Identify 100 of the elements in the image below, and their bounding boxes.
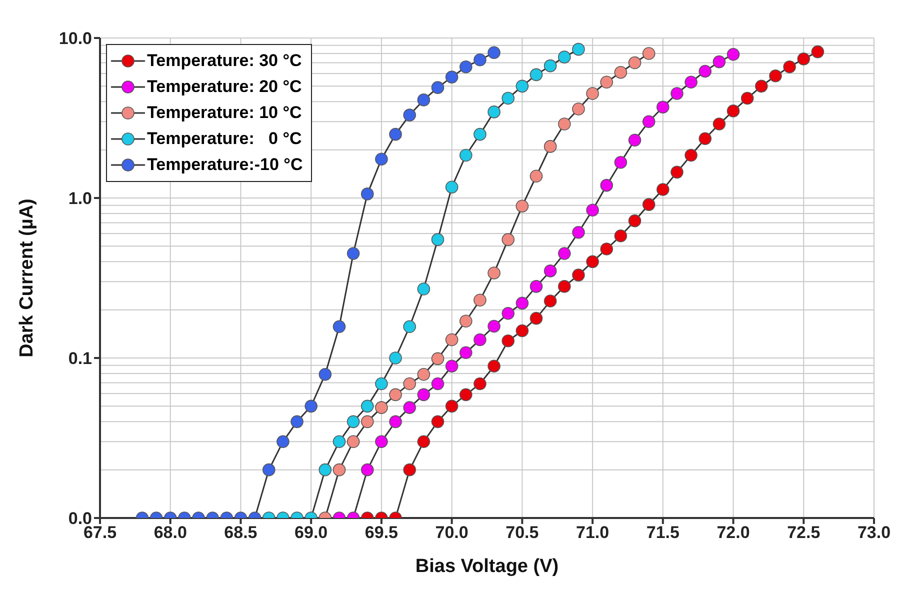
point bbox=[558, 280, 571, 293]
point bbox=[389, 415, 402, 428]
point bbox=[656, 183, 670, 196]
point bbox=[726, 48, 740, 61]
x-axis-title: Bias Voltage (V) bbox=[415, 556, 559, 577]
x-tick-label: 68.0 bbox=[154, 523, 187, 542]
legend-label: Temperature: 10 °C bbox=[147, 103, 302, 123]
point bbox=[375, 401, 388, 414]
point bbox=[389, 128, 402, 141]
point bbox=[698, 132, 712, 146]
point bbox=[375, 435, 388, 448]
point bbox=[474, 294, 486, 307]
point bbox=[684, 148, 698, 162]
point bbox=[360, 400, 374, 413]
point bbox=[403, 320, 416, 334]
point bbox=[417, 435, 430, 448]
point bbox=[586, 87, 599, 100]
x-tick-label: 70.0 bbox=[435, 523, 468, 542]
point bbox=[642, 47, 656, 60]
point bbox=[276, 435, 290, 448]
x-tick-label: 72.5 bbox=[787, 523, 820, 542]
point bbox=[572, 268, 585, 282]
point bbox=[431, 377, 444, 390]
point bbox=[502, 233, 515, 246]
point bbox=[502, 307, 515, 320]
point bbox=[403, 463, 416, 476]
point bbox=[600, 242, 614, 256]
point bbox=[740, 92, 754, 105]
point bbox=[304, 400, 318, 413]
x-tick-label: 71.0 bbox=[576, 523, 610, 542]
point bbox=[459, 346, 472, 360]
point bbox=[459, 148, 472, 162]
point bbox=[628, 134, 642, 147]
point bbox=[642, 115, 656, 128]
y-axis-title: Dark Current (µA) bbox=[16, 198, 38, 358]
point bbox=[360, 188, 374, 200]
point bbox=[502, 92, 515, 105]
point bbox=[755, 80, 768, 93]
point bbox=[488, 46, 500, 60]
point bbox=[783, 60, 796, 74]
point bbox=[488, 360, 500, 372]
point bbox=[530, 312, 543, 325]
point bbox=[586, 255, 599, 268]
point bbox=[375, 377, 388, 390]
point bbox=[712, 55, 726, 68]
point bbox=[431, 415, 444, 428]
legend-label: Temperature:-10 °C bbox=[147, 155, 303, 175]
point bbox=[474, 53, 486, 66]
point bbox=[332, 435, 346, 448]
point bbox=[572, 226, 585, 239]
legend-label: Temperature: 30 °C bbox=[147, 51, 302, 71]
point bbox=[318, 463, 332, 476]
point bbox=[628, 214, 642, 228]
point bbox=[586, 204, 599, 217]
point bbox=[445, 70, 458, 84]
point bbox=[530, 68, 543, 82]
point bbox=[516, 296, 529, 310]
point bbox=[516, 324, 529, 338]
point bbox=[572, 102, 585, 116]
point bbox=[670, 87, 684, 100]
x-tick-label: 70.5 bbox=[506, 523, 539, 542]
point bbox=[346, 435, 360, 448]
point bbox=[474, 377, 486, 390]
point bbox=[558, 50, 571, 64]
point bbox=[488, 320, 500, 333]
point bbox=[516, 200, 529, 212]
point bbox=[417, 368, 430, 381]
y-tick-label: 1.0 bbox=[68, 189, 92, 208]
point bbox=[544, 140, 557, 153]
y-tick-label: 10.0 bbox=[58, 29, 92, 48]
point bbox=[459, 388, 472, 402]
point bbox=[389, 388, 402, 402]
point bbox=[403, 377, 416, 390]
point bbox=[516, 80, 529, 93]
point bbox=[459, 60, 472, 74]
point bbox=[346, 415, 360, 428]
point bbox=[360, 463, 374, 476]
point bbox=[474, 128, 486, 141]
point bbox=[332, 320, 346, 334]
point bbox=[572, 42, 585, 56]
point bbox=[544, 59, 557, 72]
y-tick-label: 0.1 bbox=[68, 349, 92, 368]
point bbox=[488, 106, 500, 118]
point bbox=[698, 64, 712, 78]
point bbox=[530, 280, 543, 293]
point bbox=[459, 314, 472, 328]
point bbox=[431, 233, 444, 246]
point bbox=[600, 76, 614, 89]
point bbox=[769, 69, 782, 82]
point bbox=[445, 360, 458, 372]
point bbox=[656, 100, 670, 114]
point bbox=[642, 198, 656, 211]
point bbox=[403, 108, 416, 122]
point bbox=[360, 415, 374, 428]
point bbox=[628, 56, 642, 70]
point bbox=[670, 166, 684, 179]
x-tick-label: 67.5 bbox=[83, 523, 117, 542]
point bbox=[502, 334, 515, 348]
point bbox=[290, 415, 304, 428]
point bbox=[558, 247, 571, 260]
